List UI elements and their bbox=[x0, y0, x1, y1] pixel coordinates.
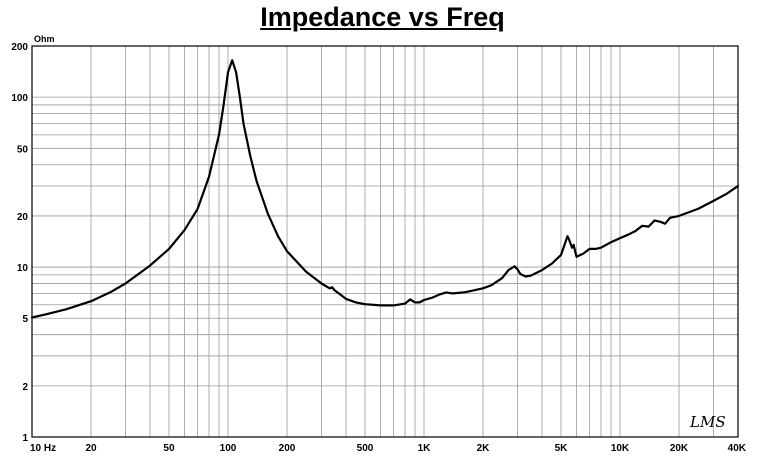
grid bbox=[32, 46, 738, 437]
x-tick-label: 20 bbox=[85, 443, 97, 454]
x-tick-label: 40K bbox=[728, 443, 747, 454]
x-tick-label: 2K bbox=[477, 443, 491, 454]
lms-logo: LMS bbox=[689, 413, 726, 431]
x-tick-label: 500 bbox=[357, 443, 374, 454]
y-tick-label: 50 bbox=[17, 144, 29, 155]
x-tick-labels: 10 Hz 20 50 100 200 500 1K 2K 5K 10K 20K 40K bbox=[30, 443, 747, 454]
x-tick-label: 200 bbox=[279, 443, 296, 454]
y-tick-label: 10 bbox=[17, 263, 29, 274]
x-tick-label: 10K bbox=[611, 443, 630, 454]
plot-frame bbox=[31, 45, 739, 438]
x-tick-label: 5K bbox=[555, 443, 569, 454]
x-tick-label: 10 Hz bbox=[30, 443, 56, 454]
y-tick-label: 20 bbox=[17, 212, 29, 223]
x-tick-label: 100 bbox=[220, 443, 237, 454]
x-tick-label: 50 bbox=[163, 443, 175, 454]
y-tick-label: 2 bbox=[22, 382, 28, 393]
chart-title: Impedance vs Freq bbox=[260, 2, 505, 32]
y-tick-label: 200 bbox=[11, 42, 28, 53]
y-unit-label: Ohm bbox=[34, 34, 55, 44]
y-tick-label: 5 bbox=[22, 314, 28, 325]
y-tick-labels: 200 100 50 20 10 5 2 1 bbox=[11, 42, 28, 444]
x-tick-label: 20K bbox=[670, 443, 689, 454]
y-tick-label: 100 bbox=[11, 93, 28, 104]
y-tick-label: 1 bbox=[22, 433, 28, 444]
x-tick-label: 1K bbox=[418, 443, 432, 454]
impedance-curve bbox=[30, 59, 740, 319]
